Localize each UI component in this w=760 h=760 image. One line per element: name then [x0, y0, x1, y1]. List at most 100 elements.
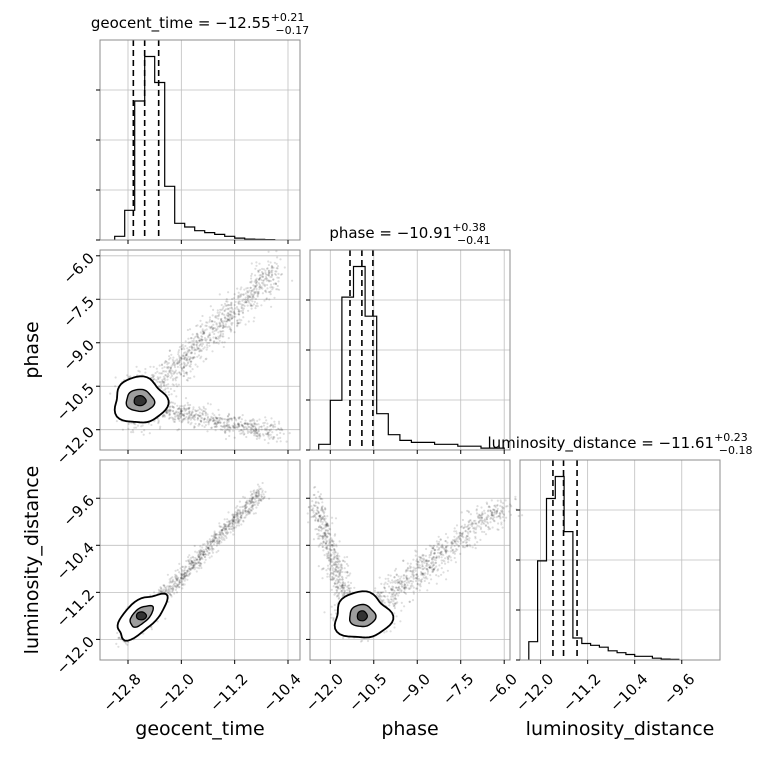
scatter-point-1-0-2595 — [228, 426, 231, 429]
scatter-point-1-0-2290 — [177, 349, 181, 352]
scatter-point-1-0-2303 — [251, 430, 254, 433]
scatter-point-1-0-2098 — [246, 296, 249, 299]
scatter-point-1-0-2403 — [238, 430, 241, 433]
scatter-point-2-0-1693 — [240, 523, 243, 526]
scatter-point-1-0-1708 — [161, 380, 164, 383]
scatter-point-1-0-1927 — [223, 302, 227, 305]
scatter-point-1-0-2278 — [155, 367, 158, 370]
scatter-point-1-0-1622 — [233, 312, 236, 315]
scatter-point-2-0-1982 — [262, 493, 265, 496]
scatter-point-1-0-2630 — [182, 414, 185, 417]
scatter-point-1-0-1928 — [257, 278, 261, 281]
scatter-point-1-0-1653 — [246, 297, 250, 300]
scatter-point-1-0-1427 — [159, 372, 163, 375]
scatter-point-1-0-1527 — [171, 363, 174, 366]
scatter-point-1-0-1807 — [185, 354, 188, 357]
scatter-point-1-0-1693 — [228, 307, 231, 310]
scatter-point-1-0-1869 — [173, 371, 176, 375]
scatter-point-1-0-1760 — [260, 286, 263, 289]
scatter-point-1-0-1642 — [163, 384, 166, 387]
scatter-point-1-0-2823 — [232, 425, 235, 428]
scatter-point-1-0-2781 — [180, 405, 183, 408]
scatter-point-1-0-1709 — [218, 321, 221, 324]
scatter-point-1-0-1681 — [167, 366, 170, 369]
scatter-point-1-0-2195 — [271, 266, 274, 269]
scatter-point-1-0-1973 — [152, 375, 155, 378]
scatter-point-1-0-208 — [130, 431, 133, 434]
scatter-point-1-0-1517 — [246, 286, 249, 290]
scatter-point-1-0-1715 — [201, 314, 204, 318]
scatter-point-1-0-2004 — [272, 278, 275, 281]
scatter-point-1-0-1821 — [215, 337, 218, 340]
scatter-point-1-0-1902 — [189, 352, 192, 355]
scatter-point-1-0-2593 — [177, 414, 180, 417]
scatter-point-1-0-1530 — [165, 370, 168, 373]
scatter-point-1-0-2348 — [213, 425, 216, 428]
scatter-point-1-0-1866 — [201, 328, 204, 331]
scatter-point-1-0-1861 — [149, 365, 152, 368]
scatter-point-1-0-1900 — [236, 319, 239, 323]
scatter-point-1-0-2451 — [203, 425, 206, 429]
scatter-point-2-0-1692 — [196, 566, 199, 569]
scatter-point-1-0-2156 — [194, 349, 197, 352]
scatter-point-1-0-2204 — [270, 305, 273, 308]
scatter-point-1-0-2517 — [180, 407, 183, 410]
scatter-point-1-0-2130 — [169, 387, 172, 390]
scatter-point-1-0-2575 — [202, 418, 206, 421]
scatter-point-1-0-2042 — [230, 317, 233, 320]
scatter-point-1-0-2250 — [250, 280, 253, 283]
scatter-point-1-0-2816 — [264, 428, 267, 432]
scatter-point-1-0-2449 — [279, 440, 282, 443]
scatter-point-1-0-2019 — [163, 361, 166, 365]
scatter-point-2-0-1259 — [237, 524, 241, 527]
scatter-point-1-0-2123 — [255, 261, 258, 264]
scatter-point-1-0-1611 — [189, 337, 192, 340]
scatter-point-1-0-2414 — [214, 416, 218, 419]
scatter-point-1-0-2113 — [193, 375, 196, 378]
scatter-point-1-0-2308 — [188, 410, 191, 413]
scatter-point-2-0-126 — [164, 617, 167, 620]
scatter-point-1-0-2680 — [247, 425, 250, 428]
scatter-point-1-0-2240 — [250, 272, 253, 275]
scatter-point-1-0-1723 — [176, 362, 179, 365]
scatter-point-2-0-1915 — [256, 503, 259, 507]
scatter-point-1-0-1845 — [226, 312, 229, 315]
scatter-point-1-0-2488 — [186, 401, 189, 404]
scatter-point-1-0-2126 — [252, 294, 255, 298]
scatter-point-1-0-1593 — [222, 325, 225, 329]
scatter-point-1-0-1829 — [190, 345, 194, 349]
scatter-point-1-0-1923 — [158, 372, 161, 375]
scatter-point-1-0-2685 — [179, 415, 182, 419]
scatter-point-1-0-1993 — [214, 341, 217, 344]
scatter-point-1-0-1895 — [201, 335, 204, 339]
scatter-point-1-0-1721 — [178, 359, 181, 362]
scatter-point-2-0-1565 — [245, 514, 248, 517]
scatter-point-1-0-1909 — [172, 360, 175, 363]
scatter-point-1-0-2293 — [236, 322, 239, 325]
scatter-point-1-0-2151 — [196, 355, 199, 358]
scatter-point-1-0-2703 — [194, 410, 197, 413]
scatter-point-1-0-1816 — [265, 277, 268, 280]
scatter-point-1-0-1793 — [220, 317, 223, 320]
scatter-point-1-0-1508 — [228, 313, 231, 316]
scatter-point-1-0-2645 — [241, 424, 244, 427]
scatter-point-1-0-1975 — [169, 367, 172, 370]
scatter-point-1-0-1870 — [269, 271, 272, 274]
scatter-point-1-0-1766 — [235, 306, 239, 309]
scatter-point-1-0-2053 — [167, 374, 170, 377]
scatter-point-1-0-1852 — [197, 336, 200, 339]
scatter-point-1-0-2077 — [171, 383, 174, 386]
scatter-point-1-0-2003 — [152, 378, 155, 381]
scatter-point-1-0-2671 — [224, 431, 227, 435]
scatter-point-1-0-2010 — [192, 342, 196, 345]
scatter-point-1-0-1471 — [254, 267, 257, 270]
scatter-point-1-0-1509 — [168, 355, 171, 358]
scatter-point-1-0-2628 — [262, 422, 265, 425]
scatter-point-1-0-1620 — [227, 313, 230, 316]
scatter-point-1-0-2616 — [267, 431, 270, 434]
scatter-point-1-0-1501 — [165, 384, 168, 387]
scatter-point-1-0-1738 — [226, 317, 229, 320]
scatter-point-1-0-1918 — [209, 339, 213, 342]
scatter-point-2-0-1294 — [261, 481, 264, 485]
scatter-point-1-0-2506 — [179, 414, 182, 418]
